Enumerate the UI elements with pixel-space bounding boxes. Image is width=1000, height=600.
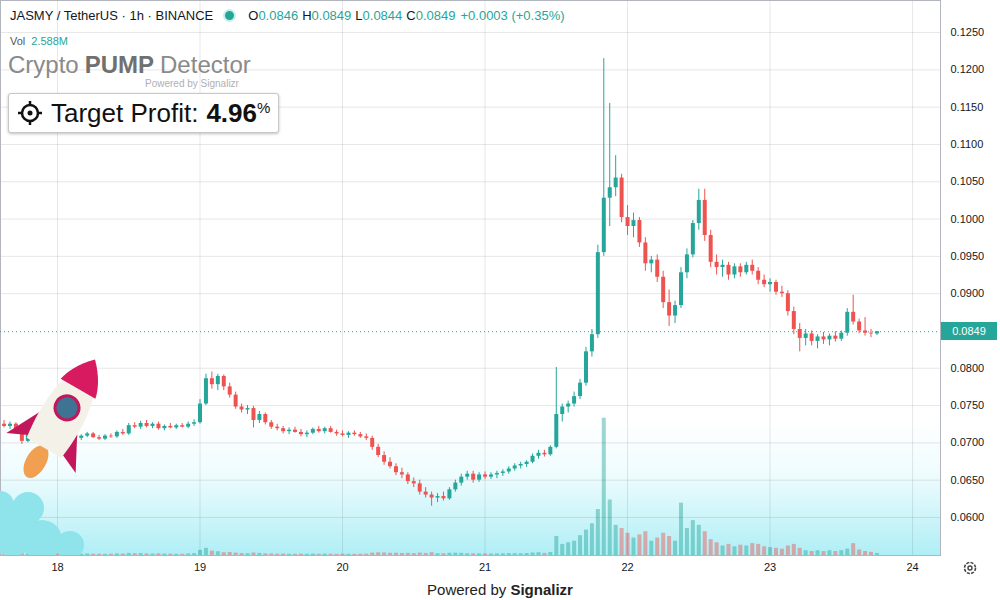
svg-text:0.1000: 0.1000: [951, 213, 985, 225]
html-text:Crypto PUMP Detector: Crypto PUMP Detector: [8, 51, 251, 78]
html-text:0.0849: 0.0849: [952, 325, 986, 338]
html-text:2.588M: 2.588M: [31, 35, 68, 47]
svg-text:0.0700: 0.0700: [951, 436, 985, 448]
svg-text:19: 19: [194, 561, 206, 573]
svg-text:0.0800: 0.0800: [951, 362, 985, 374]
svg-text:21: 21: [479, 561, 491, 573]
svg-text:0.1100: 0.1100: [951, 138, 984, 150]
html-text:JASMY / TetherUS · 1h · BINANC: JASMY / TetherUS · 1h · BINANCE: [10, 8, 214, 23]
svg-text:23: 23: [764, 561, 776, 573]
svg-text:0.1150: 0.1150: [951, 101, 984, 113]
svg-text:20: 20: [336, 561, 348, 573]
svg-text:0.0750: 0.0750: [951, 399, 985, 411]
svg-text:0.1200: 0.1200: [951, 63, 985, 75]
html-text:Powered by Signalizr: Powered by Signalizr: [427, 581, 573, 598]
svg-text:0.1050: 0.1050: [951, 175, 985, 187]
html-text:O 0.0846 H 0.0849 L 0.0844 C 0: O 0.0846 H 0.0849 L 0.0844 C 0.0849 +0.0…: [248, 8, 565, 23]
svg-text:0.0650: 0.0650: [951, 474, 985, 486]
svg-text:24: 24: [906, 561, 918, 573]
html-text:Powered by Signalizr: Powered by Signalizr: [145, 78, 239, 89]
svg-text:0.0900: 0.0900: [951, 287, 985, 299]
html-text:Target Profit: 4.96%: Target Profit: 4.96%: [51, 97, 271, 128]
svg-text:22: 22: [621, 561, 633, 573]
html-text:Vol: Vol: [10, 35, 26, 47]
svg-text:0.0950: 0.0950: [951, 250, 985, 262]
svg-text:0.0600: 0.0600: [951, 511, 985, 523]
svg-text:0.1250: 0.1250: [951, 26, 985, 38]
svg-text:18: 18: [51, 561, 63, 573]
